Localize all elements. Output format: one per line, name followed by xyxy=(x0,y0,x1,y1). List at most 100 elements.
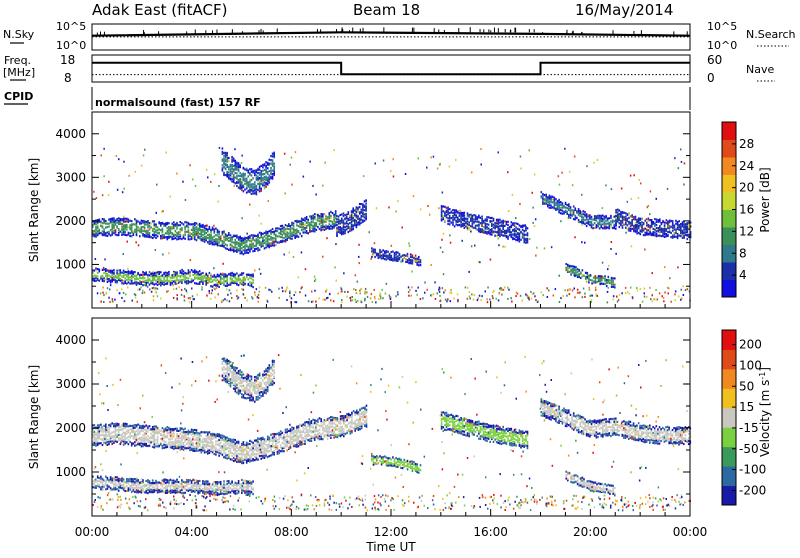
echo-cell xyxy=(329,223,331,225)
echo-cell xyxy=(201,451,203,453)
echo-cell xyxy=(194,272,196,274)
echo-speckle xyxy=(374,289,376,291)
echo-cell xyxy=(225,152,227,154)
echo-cell xyxy=(142,425,144,427)
echo-cell xyxy=(667,221,669,223)
echo-cell xyxy=(619,216,621,218)
echo-cell xyxy=(238,166,240,168)
echo-cell xyxy=(320,215,322,217)
echo-cell xyxy=(291,222,293,224)
echo-cell xyxy=(239,450,241,452)
echo-cell xyxy=(257,444,259,446)
echo-speckle xyxy=(172,284,174,286)
echo-cell xyxy=(636,219,638,221)
echo-cell xyxy=(243,458,245,460)
echo-cell xyxy=(145,425,147,427)
echo-cell xyxy=(332,221,334,223)
echo-cell xyxy=(248,183,250,185)
echo-cell xyxy=(254,448,256,450)
echo-cell xyxy=(181,227,183,229)
echo-cell xyxy=(397,252,399,254)
echo-speckle xyxy=(560,297,562,299)
echo-cell xyxy=(102,233,104,235)
echo-speckle xyxy=(625,292,627,294)
echo-cell xyxy=(158,273,160,275)
echo-speckle xyxy=(531,298,533,300)
echo-cell xyxy=(222,159,224,161)
echo-speckle xyxy=(383,160,385,162)
echo-cell xyxy=(654,234,656,236)
echo-cell xyxy=(562,204,564,206)
echo-cell xyxy=(273,445,275,447)
echo-cell xyxy=(578,273,580,275)
echo-cell xyxy=(231,161,233,163)
echo-cell xyxy=(243,281,245,283)
echo-cell xyxy=(194,233,196,235)
echo-cell xyxy=(171,441,173,443)
echo-cell xyxy=(144,226,146,228)
echo-cell xyxy=(191,269,193,271)
echo-speckle xyxy=(157,295,159,297)
echo-cell xyxy=(338,231,340,233)
echo-speckle xyxy=(334,266,336,268)
echo-cell xyxy=(212,437,214,439)
echo-speckle xyxy=(230,292,232,294)
echo-cell xyxy=(272,440,274,442)
echo-cell xyxy=(259,186,261,188)
echo-cell xyxy=(638,225,640,227)
echo-cell xyxy=(202,438,204,440)
echo-cell xyxy=(228,447,230,449)
echo-cell xyxy=(359,211,361,213)
echo-cell xyxy=(257,459,259,461)
echo-cell xyxy=(108,274,110,276)
echo-speckle xyxy=(324,219,326,221)
echo-cell xyxy=(252,246,254,248)
echo-cell xyxy=(226,278,228,280)
echo-speckle xyxy=(322,299,324,301)
echo-cell xyxy=(404,257,406,259)
echo-cell xyxy=(452,212,454,214)
echo-speckle xyxy=(298,276,300,278)
echo-cell xyxy=(123,427,125,429)
echo-cell xyxy=(228,168,230,170)
echo-cell xyxy=(202,278,204,280)
echo-cell xyxy=(625,227,627,229)
echo-cell xyxy=(144,277,146,279)
echo-cell xyxy=(498,223,500,225)
echo-speckle xyxy=(318,297,320,299)
echo-cell xyxy=(599,223,601,225)
echo-cell xyxy=(139,228,141,230)
echo-cell xyxy=(129,235,131,237)
echo-cell xyxy=(123,224,125,226)
echo-cell xyxy=(262,170,264,172)
echo-cell xyxy=(139,222,141,224)
echo-cell xyxy=(241,280,243,282)
echo-cell xyxy=(225,452,227,454)
echo-cell xyxy=(447,217,449,219)
echo-cell xyxy=(254,172,256,174)
echo-speckle xyxy=(668,287,670,289)
echo-cell xyxy=(181,442,183,444)
echo-cell xyxy=(228,284,230,286)
echo-cell xyxy=(635,218,637,220)
echo-cell xyxy=(107,235,109,237)
echo-cell xyxy=(344,226,346,228)
echo-cell xyxy=(226,280,228,282)
echo-speckle xyxy=(295,291,297,293)
echo-cell xyxy=(620,222,622,224)
echo-cell xyxy=(196,282,198,284)
echo-cell xyxy=(394,252,396,254)
echo-speckle xyxy=(497,238,499,240)
echo-cell xyxy=(501,224,503,226)
echo-speckle xyxy=(415,290,417,292)
echo-cell xyxy=(124,280,126,282)
echo-cell xyxy=(176,222,178,224)
echo-cell xyxy=(575,271,577,273)
echo-cell xyxy=(257,242,259,244)
echo-cell xyxy=(102,434,104,436)
echo-speckle xyxy=(268,289,270,291)
echo-cell xyxy=(638,217,640,219)
echo-cell xyxy=(116,280,118,282)
echo-cell xyxy=(173,448,175,450)
echo-cell xyxy=(291,429,293,431)
